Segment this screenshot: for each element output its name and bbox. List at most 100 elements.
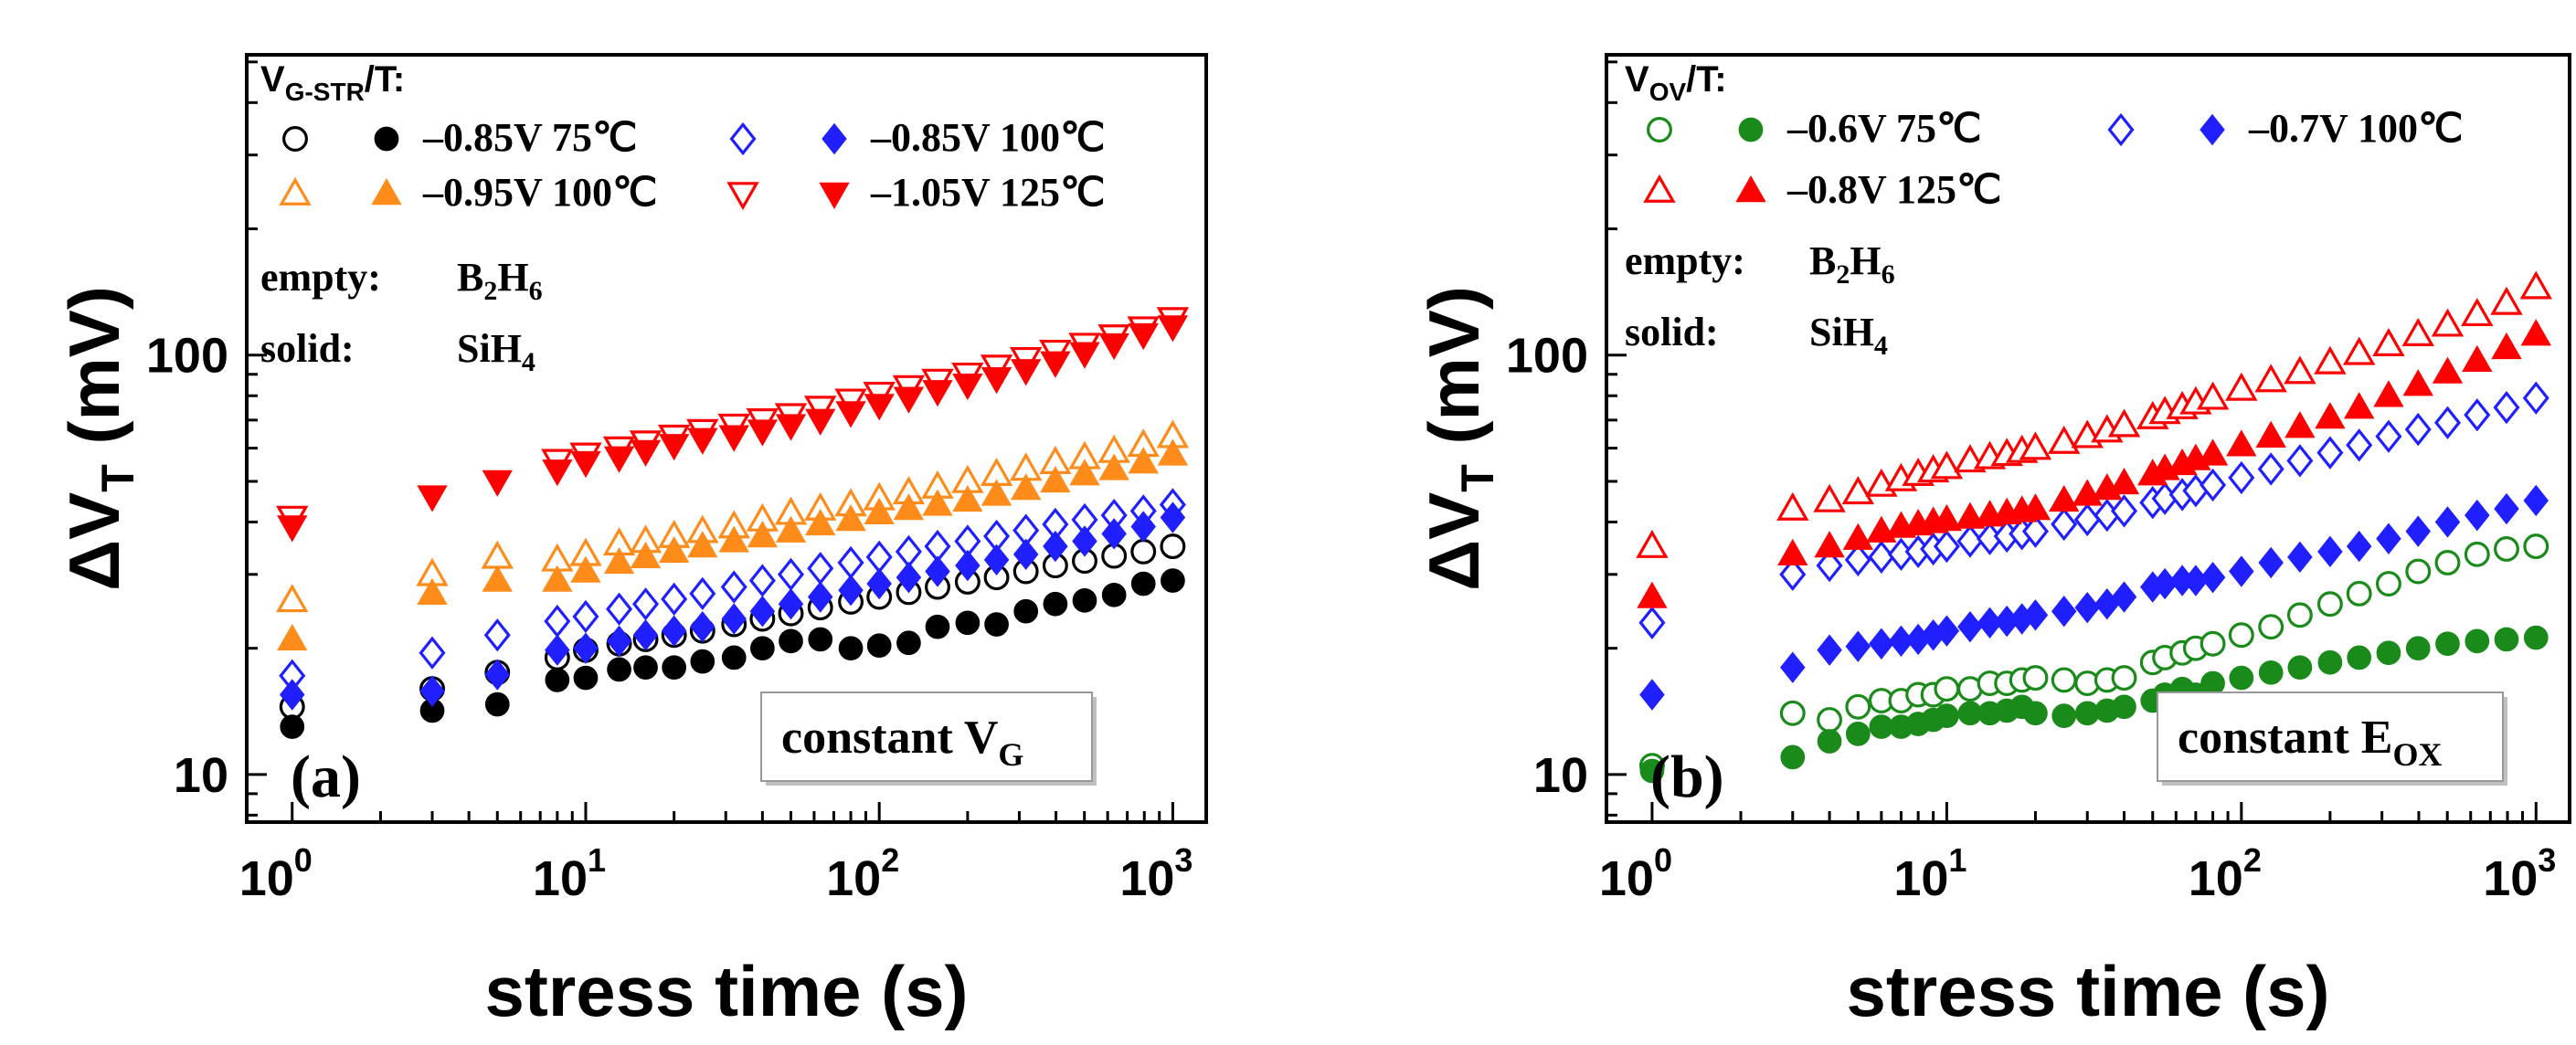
data-point [630,541,662,569]
note-empty: empty: [260,255,381,300]
data-point [419,675,445,707]
y-axis-title-subscript: T [92,464,143,492]
data-point [1130,571,1156,596]
data-point [661,615,687,647]
y-axis-title-unit: (mV) [1414,286,1494,464]
data-point [2490,286,2523,315]
data-point [542,459,573,487]
data-point [2519,270,2552,300]
data-point [2431,308,2465,337]
data-point [419,636,446,670]
data-point [1814,531,1845,558]
data-point [778,588,804,620]
data-point [805,508,836,536]
data-point [838,574,864,607]
data-point [481,540,514,569]
data-point [2523,533,2549,560]
data-point [603,446,635,473]
data-point [2346,580,2372,607]
y-tick-label: 100 [1506,329,1588,384]
data-point [2051,596,2077,628]
data-point [748,564,776,597]
data-point [2286,602,2313,628]
data-point [1779,557,1807,591]
x-tick-label: 101 [533,841,606,906]
legend-label: –0.6V 75℃ [1786,106,1981,151]
data-point [807,552,834,586]
x-tick-exponent: 2 [881,841,899,879]
data-point [865,540,893,574]
note-empty-b: B [457,255,483,300]
series-2 [280,568,1185,739]
data-point [2257,452,2284,486]
data-point [2522,381,2549,415]
legend-marker-filled [371,178,402,206]
y-tick-label: 10 [174,748,228,803]
data-point [2375,419,2402,453]
x-tick-label: 100 [239,841,313,906]
x-tick-exponent: 1 [1948,841,1966,879]
data-point [2342,336,2376,365]
data-point [805,408,836,436]
data-point [2401,317,2434,346]
series-3 [1638,381,2549,639]
data-point [2435,631,2460,657]
legend-title-main: V [1625,59,1649,100]
note-empty-sub1: 2 [483,276,497,306]
data-point [276,584,309,613]
legend-entry: –0.95V 100℃ [279,170,657,215]
data-point [1160,501,1186,533]
data-point [1813,483,1846,512]
note-solid-value: SiH4 [457,326,535,377]
data-point [1128,447,1159,474]
data-point [747,521,779,548]
panel-label: (b) [1650,744,1724,810]
legend-marker-filled [1738,117,1764,142]
data-point [687,428,718,455]
constant-box-label: constant VG [781,712,1023,773]
y-tick-label: 100 [146,329,228,384]
data-point [718,425,749,452]
data-point [2465,628,2490,654]
legend-marker-empty [2107,112,2135,147]
data-point [1040,465,1071,493]
data-point [633,655,658,681]
y-axis-title: ΔVT (mV) [54,286,143,591]
data-point [922,489,953,516]
data-point [2228,622,2254,649]
data-point [775,515,807,543]
data-point [2019,431,2052,460]
data-point [1638,606,1666,639]
data-point [1130,511,1156,543]
data-point [2317,649,2343,675]
data-point [2225,372,2258,401]
series-2 [1639,625,2549,784]
legend-marker-empty [279,176,312,206]
data-point [1956,524,1984,558]
legend-marker-empty [729,121,757,156]
data-point [1639,679,1665,711]
note-empty-sub2: 6 [1882,259,1895,290]
data-point [544,604,571,639]
data-point [866,633,892,659]
data-point [572,599,599,634]
data-point [1040,351,1071,378]
data-point [2228,460,2255,495]
data-point [630,439,662,467]
data-point [2110,494,2138,528]
data-point [777,557,805,591]
data-point [545,634,570,666]
data-point [2520,319,2551,346]
data-point [1128,322,1159,351]
data-point [658,434,690,461]
x-tick-exponent: 0 [294,841,313,879]
note-solid: solid: [260,326,355,371]
data-point [2461,298,2494,327]
series-1 [1638,533,2549,779]
y-axis-title-symbol: ΔV [54,492,134,591]
data-point [2372,327,2405,356]
legend-title-subscript: G-STR [285,78,365,106]
data-point [925,614,950,639]
data-point [1935,703,1959,729]
legend-title: VG-STR/T: [260,59,405,106]
